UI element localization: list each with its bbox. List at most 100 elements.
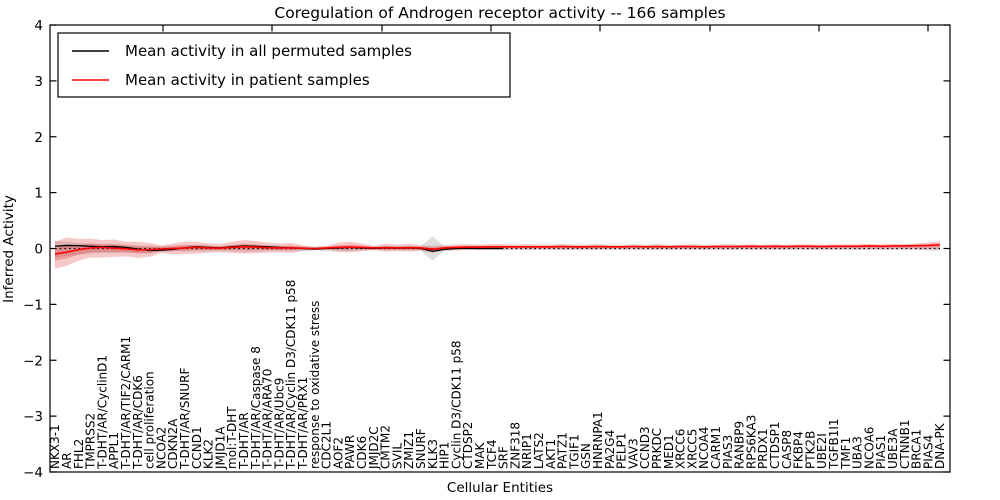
y-tick-label: 2 bbox=[34, 130, 43, 146]
x-tick-label: HNRNPA1 bbox=[591, 411, 605, 469]
y-tick-label: −1 bbox=[23, 297, 43, 313]
legend-label-permuted: Mean activity in all permuted samples bbox=[125, 42, 412, 60]
y-tick-label: 3 bbox=[34, 74, 43, 90]
x-tick-label: MED1 bbox=[662, 434, 676, 469]
top-axis-ticks bbox=[162, 25, 929, 32]
x-tick-label: AOF2 bbox=[331, 437, 345, 469]
y-tick-label: −2 bbox=[23, 353, 43, 369]
x-tick-label: PTK2B bbox=[803, 431, 817, 469]
x-tick-label: PRKDC bbox=[650, 428, 664, 469]
x-tick-label: PIAS1 bbox=[874, 435, 888, 469]
y-axis-label: Inferred Activity bbox=[1, 195, 17, 303]
x-tick-label: Cyclin D3/CDK11 p58 bbox=[449, 340, 463, 469]
x-tick-label: RPS6KA3 bbox=[744, 415, 758, 469]
x-tick-label: T-DHT/AR/TIF2/CARM1 bbox=[119, 336, 133, 470]
x-tick-label: CTNNB1 bbox=[898, 419, 912, 469]
x-tick-label: AR bbox=[60, 452, 74, 469]
x-tick-label: response to oxidative stress bbox=[308, 301, 322, 469]
x-tick-label: FHL2 bbox=[72, 439, 86, 469]
x-tick-label: PATZ1 bbox=[556, 432, 570, 469]
x-tick-label: TCF4 bbox=[485, 439, 499, 470]
x-tick-label: T-DHT/AR/CDK6 bbox=[131, 375, 145, 470]
x-tick-label: TGIF1 bbox=[567, 434, 581, 470]
x-tick-label: T-DHT/AR/Ubc9 bbox=[272, 378, 286, 470]
x-tick-label: T-DHT/AR/Caspase 8 bbox=[249, 346, 263, 470]
x-tick-label: mol:T-DHT bbox=[225, 406, 239, 469]
x-tick-label: T-DHT/AR/Cyclin D3/CDK11 p58 bbox=[284, 280, 298, 470]
x-tick-label: SVIL bbox=[390, 443, 404, 469]
x-tick-label: KLK3 bbox=[426, 439, 440, 469]
x-tick-label: PIAS4 bbox=[921, 435, 935, 469]
x-tick-label: VAV3 bbox=[626, 438, 640, 469]
x-tick-label: DNA-PK bbox=[933, 422, 947, 469]
y-tick-label: −4 bbox=[23, 465, 43, 481]
legend-label-patient: Mean activity in patient samples bbox=[125, 71, 370, 89]
x-tick-label: CDC2L1 bbox=[320, 421, 334, 469]
x-tick-label: UBE2I bbox=[815, 433, 829, 469]
x-tick-label: PRDX1 bbox=[756, 428, 770, 469]
legend-entry-permuted: Mean activity in all permuted samples bbox=[72, 42, 412, 60]
x-tick-label: HIP1 bbox=[438, 442, 452, 469]
x-tick-label: T-DHT/AR/ARA70 bbox=[261, 369, 275, 470]
x-tick-label: cell proliferation bbox=[143, 371, 157, 469]
x-tick-label: NCOA2 bbox=[154, 427, 168, 469]
x-tick-label: SRF bbox=[497, 446, 511, 469]
x-tick-label: SNURF bbox=[414, 428, 428, 469]
x-tick-label: NCOA4 bbox=[697, 427, 711, 469]
y-tick-label: 0 bbox=[34, 242, 43, 258]
legend-border bbox=[57, 32, 511, 98]
x-tick-label: NKX3-1 bbox=[48, 424, 62, 469]
x-tick-label: ZNF318 bbox=[508, 422, 522, 469]
x-axis-label: Cellular Entities bbox=[447, 480, 553, 496]
x-tick-label: JMJD2C bbox=[367, 426, 381, 470]
x-tick-label: AKT1 bbox=[544, 439, 558, 469]
legend-entry-patient: Mean activity in patient samples bbox=[72, 71, 370, 89]
x-tick-label: GSN bbox=[579, 443, 593, 469]
y-axis-ticks: 4 3 2 1 0 −1 −2 −3 −4 bbox=[23, 18, 950, 481]
x-tick-label: PIAS3 bbox=[721, 435, 735, 469]
x-tick-label: CCND1 bbox=[190, 426, 204, 469]
x-tick-label: NCOA6 bbox=[862, 427, 876, 469]
patient-std-band bbox=[55, 237, 940, 269]
chart-title: Coregulation of Androgen receptor activi… bbox=[274, 4, 725, 22]
x-tick-label: CARM1 bbox=[709, 426, 723, 469]
x-tick-label: LATS2 bbox=[532, 432, 546, 469]
x-tick-label: TMF1 bbox=[839, 437, 853, 470]
x-tick-label: CMTM2 bbox=[379, 425, 393, 469]
x-tick-label: NRIP1 bbox=[520, 433, 534, 469]
series-lines bbox=[54, 244, 941, 255]
x-tick-label: PELP1 bbox=[615, 433, 629, 469]
x-tick-label: T-DHT/AR/CyclinD1 bbox=[95, 355, 109, 470]
x-tick-label: XRCC6 bbox=[674, 429, 688, 469]
x-tick-label: T-DHT/AR bbox=[237, 412, 251, 470]
x-tick-label: CDK6 bbox=[355, 436, 369, 469]
x-tick-label: UBE3A bbox=[886, 428, 900, 469]
x-tick-label: UBA3 bbox=[851, 436, 865, 469]
x-tick-label: XRCC5 bbox=[685, 429, 699, 469]
x-tick-label: FKBP4 bbox=[792, 431, 806, 469]
patient-mean-line bbox=[54, 244, 941, 255]
x-tick-label: CCND3 bbox=[638, 426, 652, 469]
x-tick-label: BRCA1 bbox=[910, 429, 924, 469]
x-tick-label: CTDSP2 bbox=[461, 422, 475, 469]
x-tick-label: TMPRSS2 bbox=[84, 413, 98, 470]
y-tick-label: −3 bbox=[23, 409, 43, 425]
x-tick-label: CTDSP1 bbox=[768, 422, 782, 469]
x-tick-label: CASP8 bbox=[780, 430, 794, 469]
x-tick-label: T-DHT/AR/PRX1 bbox=[296, 377, 310, 470]
x-tick-label: CDKN2A bbox=[166, 418, 180, 469]
x-tick-label: TGFB1I1 bbox=[827, 418, 841, 470]
x-tick-label: T-DHT/AR/SNURF bbox=[178, 368, 192, 471]
x-tick-label: MAK bbox=[473, 441, 487, 469]
legend-box: Mean activity in all permuted samples Me… bbox=[57, 32, 511, 98]
x-tick-label: KLK2 bbox=[202, 439, 216, 469]
y-tick-label: 4 bbox=[34, 18, 43, 34]
x-tick-label: RANBP9 bbox=[733, 421, 747, 469]
x-tick-label: PAWR bbox=[343, 435, 357, 469]
y-tick-label: 1 bbox=[34, 186, 43, 202]
x-tick-label: APPL1 bbox=[107, 432, 121, 469]
x-tick-label: PA2G4 bbox=[603, 430, 617, 469]
x-axis-labels: NKX3-1ARFHL2TMPRSS2T-DHT/AR/CyclinD1APPL… bbox=[48, 280, 947, 470]
